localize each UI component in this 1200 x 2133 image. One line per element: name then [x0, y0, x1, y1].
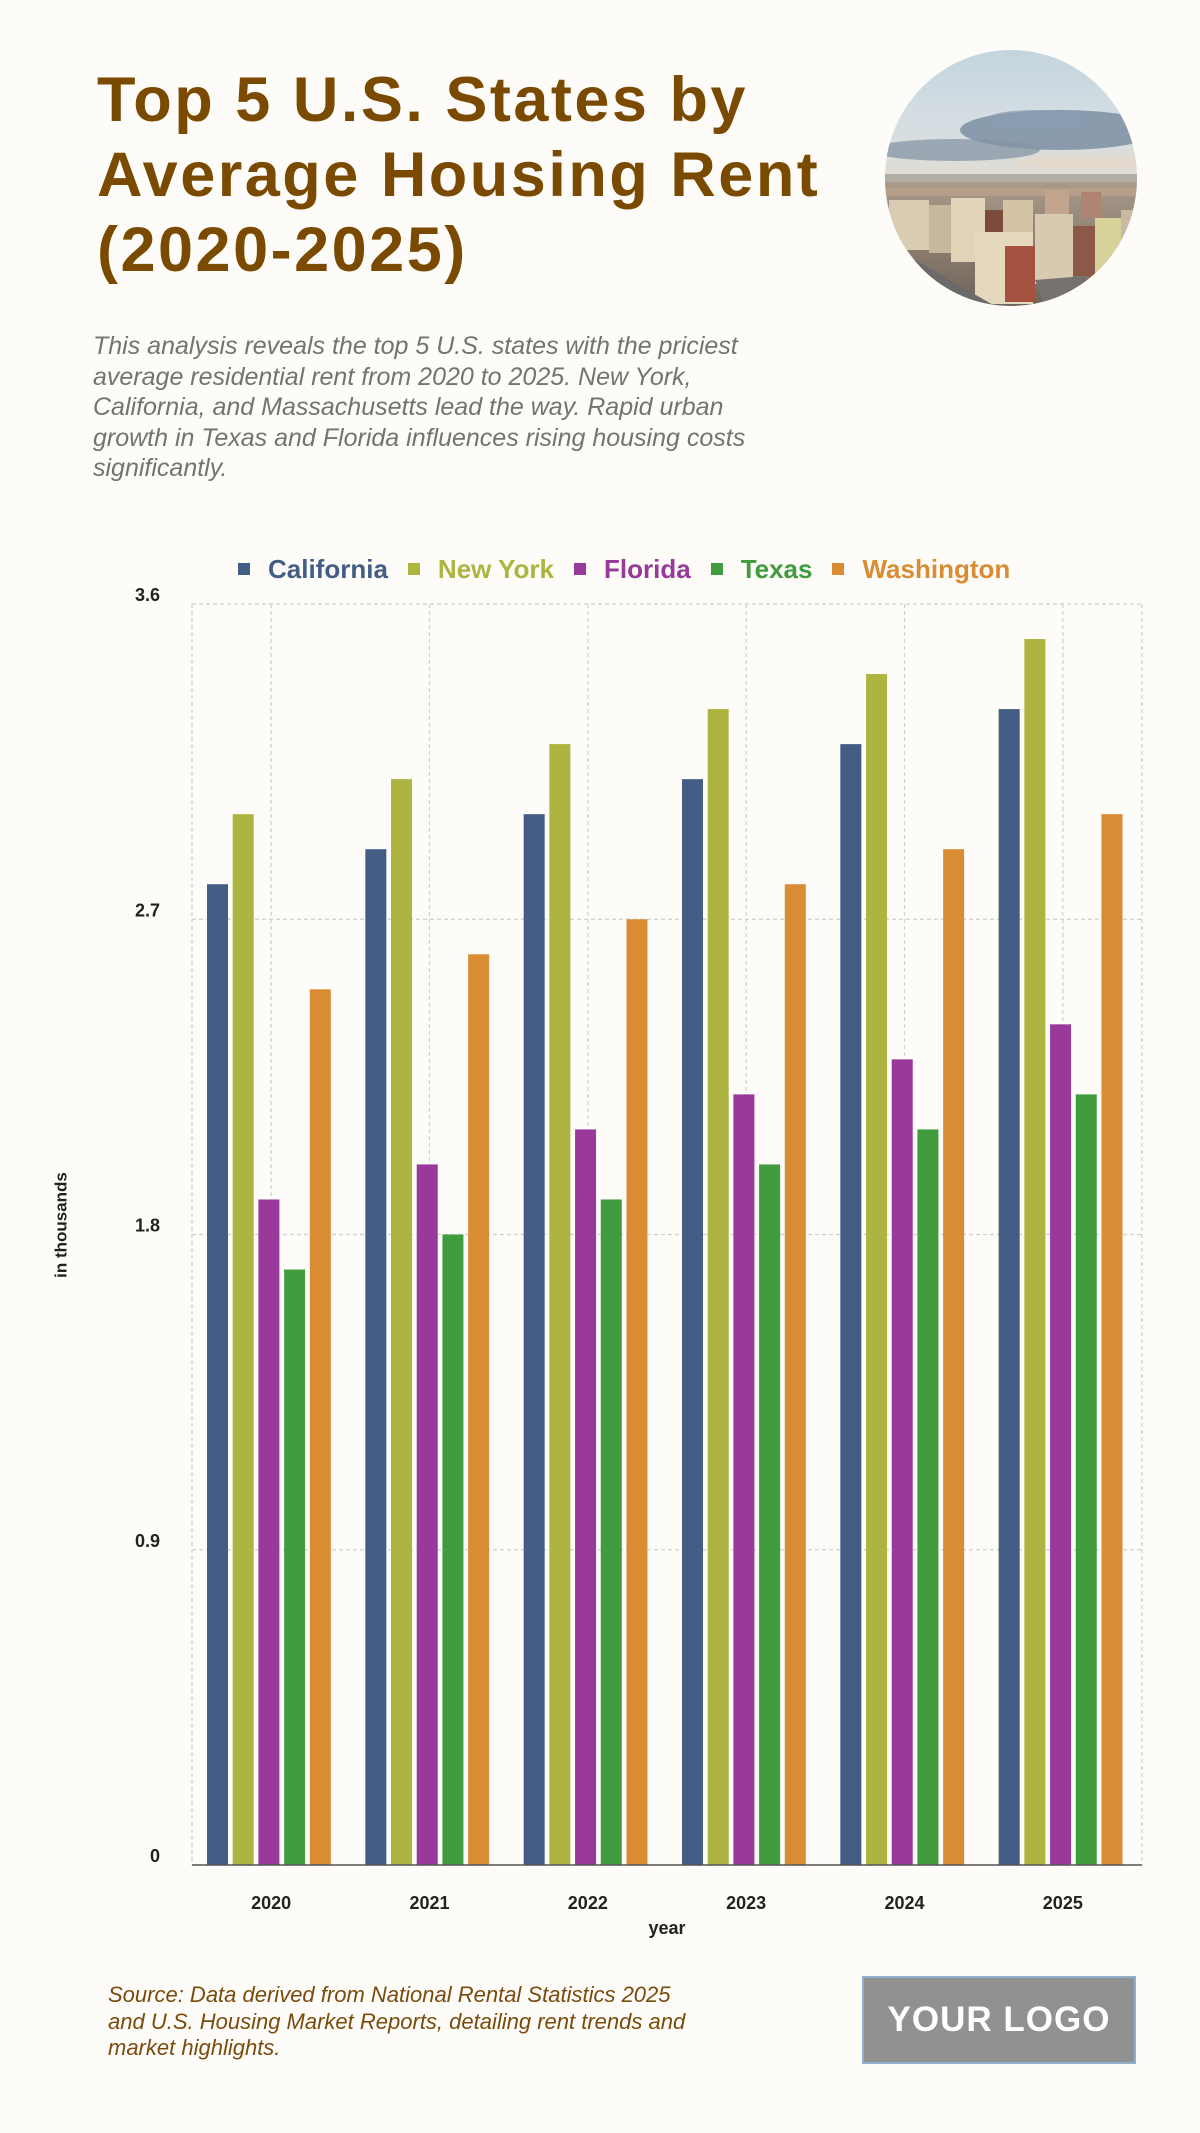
bar-washington-2023	[784, 884, 806, 1865]
bar-new-york-2022	[549, 744, 571, 1865]
legend-item-texas: Texas	[710, 552, 813, 586]
bar-new-york-2025	[1024, 639, 1046, 1865]
bar-california-2025	[998, 709, 1020, 1866]
bar-new-york-2021	[391, 779, 413, 1865]
source-line: and U.S. Housing Market Reports, detaili…	[108, 2008, 686, 2034]
bar-washington-2024	[943, 849, 965, 1865]
description: This analysis reveals the top 5 U.S. sta…	[93, 331, 745, 484]
legend-item-new-york: New York	[407, 552, 555, 586]
bar-florida-2022	[575, 1129, 597, 1865]
description-line: California, and Massachusetts lead the w…	[93, 393, 724, 421]
x-tick-label: 2021	[409, 1893, 449, 1913]
description-line: average residential rent from 2020 to 20…	[93, 362, 692, 391]
legend-label: Florida	[604, 554, 691, 584]
legend-swatch-icon	[407, 563, 420, 575]
legend-swatch-icon	[574, 563, 587, 575]
bar-california-2023	[682, 779, 703, 1865]
page-title: Top 5 U.S. States by Average Housing Ren…	[97, 63, 820, 288]
bar-washington-2020	[309, 989, 331, 1865]
bar-chart: 0 0.9 1.8 2.7 3.6 2020 2021 2022 2023 2024 2025 i…	[52, 585, 1143, 1938]
x-tick-label: 2022	[568, 1893, 608, 1913]
x-tick-labels: 2020 2021 2022 2023 2024 2025	[251, 1893, 1083, 1913]
source-line: Source: Data derived from National Renta…	[108, 1982, 671, 2007]
logo-placeholder: YOUR LOGO	[862, 1976, 1136, 2064]
legend-item-washington: Washington	[832, 552, 1010, 586]
y-tick-label: 1.8	[135, 1216, 160, 1236]
bar-california-2021	[365, 849, 387, 1865]
bar-texas-2022	[600, 1199, 622, 1865]
bar-california-2020	[207, 884, 228, 1865]
bar-new-york-2023	[707, 709, 729, 1866]
bar-florida-2020	[258, 1199, 280, 1865]
legend-label: California	[268, 554, 388, 584]
logo-text: YOUR LOGO	[887, 2000, 1111, 2039]
bar-texas-2025	[1075, 1094, 1097, 1865]
title-line: Top 5 U.S. States by	[97, 65, 748, 135]
y-axis-title: in thousands	[52, 1172, 71, 1278]
x-tick-label: 2024	[884, 1893, 924, 1913]
city-skyline-photo	[885, 50, 1137, 306]
bar-washington-2025	[1101, 814, 1123, 1865]
description-line: significantly.	[93, 454, 228, 482]
legend-item-california: California	[238, 552, 388, 586]
source-line: market highlights.	[108, 2035, 281, 2060]
legend-swatch-icon	[238, 563, 250, 575]
x-axis-title: year	[648, 1918, 685, 1938]
bar-florida-2024	[891, 1059, 913, 1865]
y-tick-label: 0.9	[135, 1531, 160, 1551]
bar-texas-2020	[284, 1269, 306, 1865]
bar-texas-2021	[442, 1234, 464, 1865]
bar-texas-2024	[917, 1129, 939, 1865]
clouds	[885, 110, 1137, 169]
bar-california-2022	[523, 814, 545, 1865]
bar-washington-2021	[468, 954, 490, 1865]
y-tick-labels: 0 0.9 1.8 2.7 3.6	[135, 585, 160, 1866]
y-tick-label: 2.7	[135, 900, 160, 920]
bar-washington-2022	[626, 919, 648, 1865]
legend-item-florida: Florida	[574, 552, 691, 586]
y-tick-label: 3.6	[135, 585, 160, 605]
source-note: Source: Data derived from National Renta…	[108, 1982, 685, 2062]
bars	[207, 639, 1123, 1866]
title-line: Average Housing Rent	[97, 140, 821, 210]
bar-texas-2023	[759, 1164, 781, 1865]
description-line: This analysis reveals the top 5 U.S. sta…	[93, 332, 738, 360]
title-line: (2020-2025)	[97, 215, 468, 285]
bar-florida-2021	[416, 1164, 438, 1865]
description-line: growth in Texas and Florida influences r…	[93, 423, 746, 452]
legend-label: New York	[437, 554, 555, 584]
bar-florida-2023	[733, 1094, 755, 1865]
legend-label: Washington	[862, 554, 1011, 584]
bar-florida-2025	[1050, 1024, 1072, 1865]
chart-legend: California New York Florida Texas Washin…	[238, 552, 1030, 586]
x-tick-label: 2025	[1043, 1893, 1083, 1913]
bar-california-2024	[840, 744, 862, 1865]
x-tick-label: 2023	[726, 1893, 766, 1913]
buildings	[885, 188, 1137, 304]
legend-label: Texas	[740, 554, 813, 584]
bar-new-york-2020	[232, 814, 254, 1865]
legend-swatch-icon	[832, 563, 845, 575]
bar-new-york-2024	[866, 674, 888, 1865]
x-tick-label: 2020	[251, 1893, 291, 1913]
legend-swatch-icon	[710, 563, 723, 575]
city-skyline-image	[885, 50, 1137, 306]
y-tick-label: 0	[150, 1846, 160, 1866]
